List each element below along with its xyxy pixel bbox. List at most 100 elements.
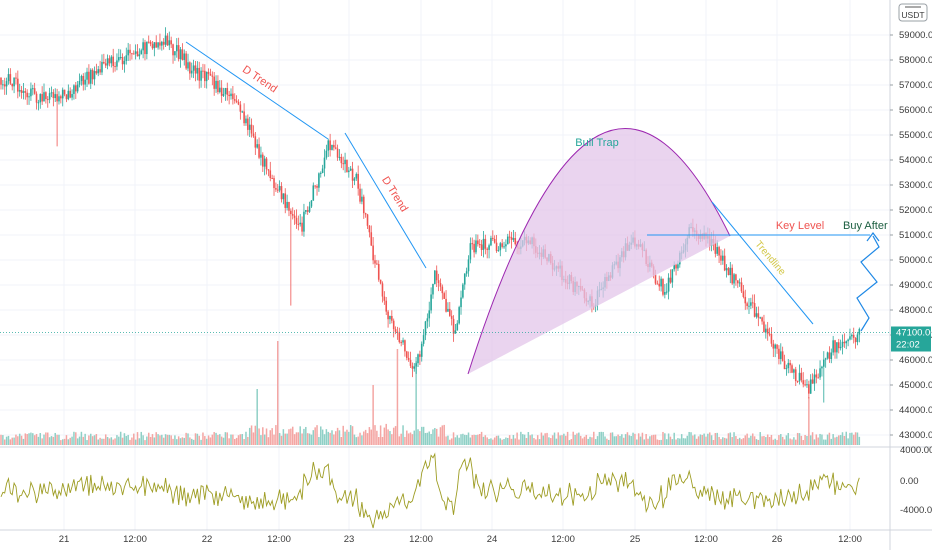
candle-body (256, 144, 258, 148)
candle-body (353, 178, 356, 181)
candle-body (282, 193, 285, 200)
volume-bar (845, 431, 847, 445)
volume-bar (587, 438, 589, 445)
candle-body (735, 274, 737, 281)
candle-body (312, 185, 315, 201)
candle-body (768, 333, 771, 335)
volume-bar (179, 438, 182, 445)
candle-body (351, 168, 354, 181)
candle-body (134, 51, 137, 54)
candle-body (291, 214, 294, 216)
candle-body (82, 75, 85, 85)
trendline[interactable] (711, 201, 814, 325)
candle-body (806, 384, 808, 386)
candle-body (761, 317, 763, 322)
candle-body (202, 70, 204, 72)
volume-bar (518, 439, 520, 445)
volume-bar (548, 437, 550, 445)
candle-body (443, 293, 445, 299)
candle-body (779, 351, 782, 359)
price-axis[interactable]: 59000.00 58000.00 57000.00 56000.00 55000.00… (890, 30, 932, 441)
volume-bar (531, 434, 533, 445)
candle-body (714, 242, 717, 254)
candle-body (372, 245, 374, 261)
volume-bar (651, 435, 653, 445)
volume-bar (622, 437, 625, 445)
volume-bar (366, 433, 369, 445)
projection-zigzag[interactable] (856, 235, 880, 332)
candle-body (452, 318, 455, 334)
oscillator-axis[interactable]: 4000.00 0.00 -4000.00 (900, 445, 932, 516)
d-trend-line-2[interactable] (344, 132, 427, 269)
volume-bar (84, 433, 86, 445)
candle-body (305, 210, 307, 212)
volume-bar (333, 434, 335, 445)
candle-body (445, 298, 447, 312)
candle-body (738, 282, 741, 284)
volume-bar (637, 433, 640, 445)
volume-bar (641, 432, 644, 445)
candle-body (677, 264, 679, 269)
volume-bar (91, 436, 94, 445)
volume-bar (90, 433, 92, 445)
volume-bar (710, 435, 713, 445)
volume-bar (323, 434, 326, 445)
volume-bar (112, 439, 114, 445)
candle-body (434, 270, 436, 285)
volume-bar (695, 438, 698, 445)
volume-bar (355, 437, 358, 445)
volume-bar (725, 438, 728, 445)
candle-body (260, 154, 262, 158)
candle-body (323, 157, 326, 169)
candle-body (492, 237, 494, 239)
candle-body (475, 240, 477, 253)
d-trend-line-1[interactable] (185, 41, 329, 140)
candle-body (325, 150, 328, 158)
candle-body (39, 94, 42, 103)
volume-bar (284, 433, 286, 445)
candle-body (834, 340, 836, 353)
volume-bar (351, 426, 354, 445)
volume-bar (192, 439, 195, 445)
bull-trap-area[interactable] (468, 128, 730, 374)
volume-bar (273, 434, 275, 445)
candle-body (52, 92, 55, 99)
buy-after-break-label: Buy After Break (843, 220, 920, 232)
volume-bar (727, 433, 730, 445)
candle-body (398, 332, 401, 343)
time-tick-label: 12:00 (694, 534, 718, 545)
candle-body (798, 372, 801, 382)
volume-bar (22, 438, 25, 445)
volume-bar (854, 432, 857, 445)
volume-bar (482, 436, 485, 445)
candle-body (106, 58, 109, 66)
volume-bar (134, 439, 137, 445)
currency-badge[interactable]: USDT (898, 3, 928, 22)
volume-bar (43, 434, 45, 445)
volume-bar (555, 438, 558, 445)
volume-bar (316, 425, 318, 445)
volume-bar (391, 434, 393, 445)
volume-bar (69, 437, 71, 445)
candle-body (230, 93, 232, 97)
volume-bar (211, 434, 214, 445)
candle-body (157, 42, 159, 48)
volume-bar (701, 434, 703, 445)
candle-body (654, 274, 657, 284)
volume-bar (170, 435, 172, 445)
volume-bar (318, 436, 320, 445)
time-axis[interactable]: 21 12:00 22 12:00 23 12:00 24 12:00 25 12:00 26 12:… (59, 534, 862, 545)
volume-bar (387, 429, 389, 445)
volume-bar (617, 434, 619, 445)
candle-body (362, 196, 365, 214)
volume-bar (138, 438, 141, 445)
volume-bar (830, 438, 833, 445)
volume-bar (838, 435, 840, 445)
volume-bar (742, 438, 745, 445)
volume-bar (441, 425, 444, 445)
volume-bar (118, 436, 120, 445)
candle-body (35, 93, 38, 103)
